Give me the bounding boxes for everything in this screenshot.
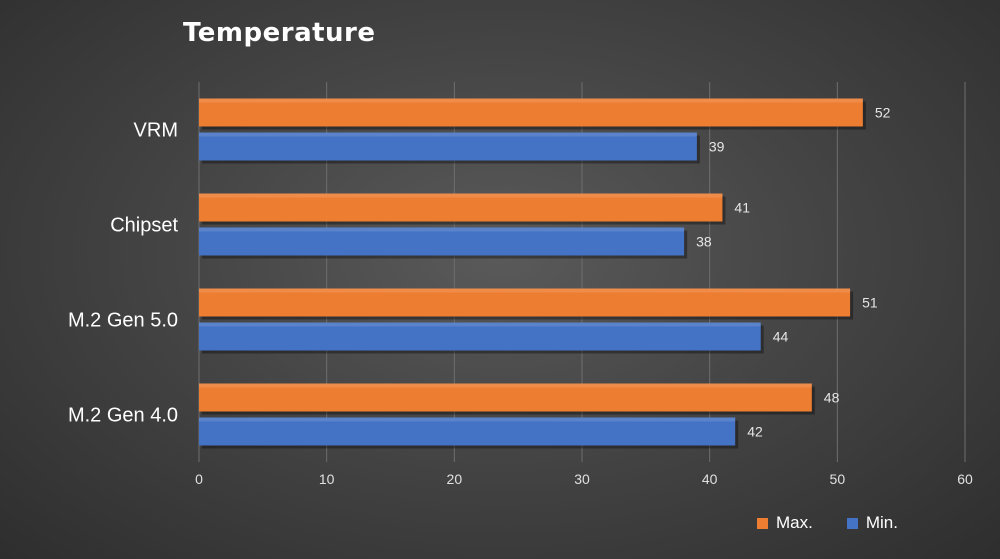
legend-item-max: Max. xyxy=(757,513,813,533)
x-tick-label: 20 xyxy=(447,471,463,487)
bar-highlight xyxy=(199,227,685,232)
data-label: 42 xyxy=(747,424,763,440)
data-label: 51 xyxy=(862,295,878,311)
bar-min xyxy=(199,417,736,446)
bar-highlight xyxy=(199,383,812,388)
x-tick-label: 50 xyxy=(830,471,846,487)
bar-min xyxy=(199,322,761,351)
x-tick-label: 40 xyxy=(702,471,718,487)
legend: Max. Min. xyxy=(757,513,898,533)
category-label: M.2 Gen 4.0 xyxy=(68,405,178,427)
bar-min xyxy=(199,132,697,161)
x-tick-label: 10 xyxy=(319,471,335,487)
x-tick-label: 60 xyxy=(957,471,973,487)
legend-swatch-min xyxy=(846,517,858,529)
bar-highlight xyxy=(199,322,761,327)
category-label: M.2 Gen 5.0 xyxy=(68,310,178,332)
bar-highlight xyxy=(199,132,697,137)
legend-label-min: Min. xyxy=(865,513,898,532)
data-label: 44 xyxy=(773,329,789,345)
bar-max xyxy=(199,288,851,317)
data-label: 38 xyxy=(696,234,712,250)
x-tick-label: 30 xyxy=(574,471,590,487)
data-label: 48 xyxy=(824,390,840,406)
bar-max xyxy=(199,98,863,127)
legend-label-max: Max. xyxy=(776,513,813,532)
bar-max xyxy=(199,383,812,412)
data-label: 52 xyxy=(875,105,891,121)
bar-highlight xyxy=(199,193,723,198)
labels: 0 10 20 30 40 50 60 VRM 52 39 Chipset 41 38 M.2 Gen 5… xyxy=(68,105,973,488)
bar-highlight xyxy=(199,288,851,293)
x-tick-label: 0 xyxy=(195,471,203,487)
bar-min xyxy=(199,227,685,256)
chart-title: Temperature xyxy=(183,18,376,48)
legend-swatch-max xyxy=(757,517,768,529)
category-label: VRM xyxy=(134,120,178,142)
bar-max xyxy=(199,193,723,222)
bar-highlight xyxy=(199,98,863,103)
category-label: Chipset xyxy=(110,215,178,237)
data-label: 39 xyxy=(709,139,725,155)
legend-item-min: Min. xyxy=(846,513,898,533)
data-label: 41 xyxy=(734,200,750,216)
bar-highlight xyxy=(199,417,736,422)
bars xyxy=(199,98,866,449)
